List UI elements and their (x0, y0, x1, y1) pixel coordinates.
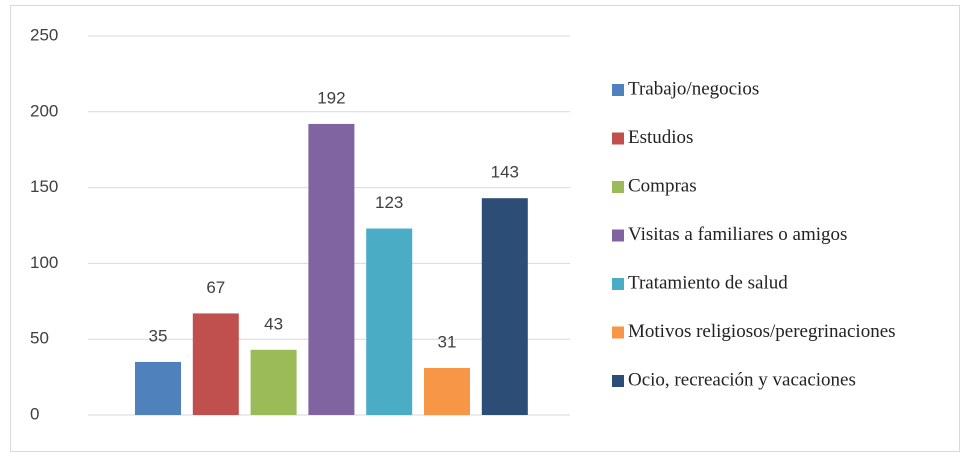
y-tick-label: 50 (30, 329, 49, 348)
data-label: 67 (206, 278, 225, 297)
legend-swatch (612, 229, 624, 242)
y-tick-label: 100 (30, 253, 58, 272)
bar (250, 349, 297, 415)
bar (481, 198, 528, 415)
y-tick-label: 200 (30, 101, 58, 120)
legend-label: Tratamiento de salud (628, 272, 788, 293)
data-label: 43 (264, 314, 283, 333)
legend-label: Motivos religiosos/peregrinaciones (628, 321, 896, 342)
legend-swatch (612, 326, 624, 339)
bar (424, 368, 470, 415)
legend-label: Visitas a familiares o amigos (628, 224, 847, 245)
legend-swatch (612, 84, 624, 96)
legend-swatch (612, 181, 624, 193)
bar (135, 361, 181, 415)
data-label: 35 (149, 326, 168, 345)
data-label: 192 (317, 88, 345, 107)
y-tick-label: 150 (30, 177, 58, 196)
bar (192, 313, 239, 415)
bar (308, 123, 355, 415)
legend-swatch (612, 375, 624, 387)
data-label: 31 (438, 332, 457, 351)
bar (366, 228, 413, 415)
legend-swatch (612, 278, 624, 290)
legend-label: Ocio, recreación y vacaciones (628, 369, 856, 390)
y-tick-label: 250 (30, 25, 58, 44)
y-tick-label: 0 (30, 404, 39, 423)
legend-swatch (612, 132, 624, 145)
legend-label: Trabajo/negocios (628, 78, 759, 99)
legend-label: Compras (628, 175, 697, 196)
legend-label: Estudios (628, 127, 693, 148)
data-label: 143 (491, 163, 519, 182)
data-label: 123 (375, 193, 403, 212)
